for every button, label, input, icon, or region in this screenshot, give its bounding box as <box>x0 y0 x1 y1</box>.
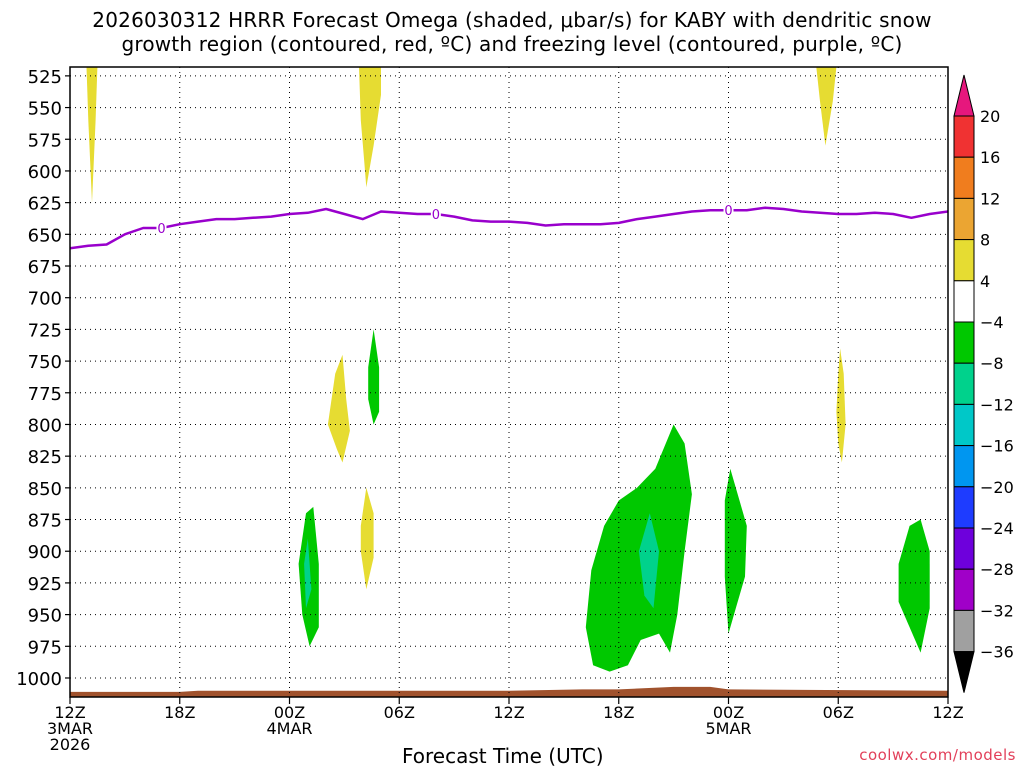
freezing-level-label-bg-0 <box>156 219 167 235</box>
freezing-level-line <box>70 206 948 250</box>
colorbar-bin-11 <box>953 527 975 570</box>
x-tick-label-42-0: 06Z <box>823 703 854 722</box>
omega-region-4 <box>360 487 374 590</box>
colorbar-level-label-2: 12 <box>980 189 1000 208</box>
y-tick-label-600: 600 <box>28 162 62 183</box>
ground-terrain-band <box>70 686 948 697</box>
colorbar-bin-3 <box>953 197 975 241</box>
omega-region-0 <box>86 67 98 203</box>
y-tick-label-875: 875 <box>28 511 62 532</box>
colorbar-bin-12 <box>953 568 975 611</box>
x-tick-label-0-2: 2026 <box>50 735 91 754</box>
colorbar-level-label-11: −28 <box>980 560 1014 579</box>
x-tick-label-24-0: 12Z <box>493 703 524 722</box>
colorbar-level-label-4: 4 <box>980 272 990 291</box>
x-tick-label-12-0: 00Z <box>274 703 305 722</box>
colorbar-bin-2 <box>953 156 975 199</box>
x-tick-label-48-0: 12Z <box>932 703 963 722</box>
y-tick-label-700: 700 <box>28 289 62 310</box>
y-tick-label-975: 975 <box>28 637 62 658</box>
omega-region-12 <box>638 513 659 609</box>
y-tick-label-775: 775 <box>28 384 62 405</box>
site-credit: coolwx.com/models <box>859 746 1016 764</box>
colorbar-bin-6 <box>953 321 975 364</box>
colorbar-bin-bottom-arrow <box>953 651 975 693</box>
chart-title-line2: growth region (contoured, red, ºC) and f… <box>121 32 903 56</box>
colorbar-bin-top-arrow <box>953 74 975 117</box>
y-tick-label-675: 675 <box>28 257 62 278</box>
y-tick-label-575: 575 <box>28 130 62 151</box>
colorbar-level-label-12: −32 <box>980 601 1014 620</box>
colorbar-bin-1 <box>953 115 975 158</box>
y-tick-label-800: 800 <box>28 415 62 436</box>
omega-region-5 <box>836 348 846 463</box>
omega-region-6 <box>368 329 380 425</box>
y-tick-label-825: 825 <box>28 447 62 468</box>
colorbar-level-label-5: −4 <box>980 313 1004 332</box>
y-tick-label-725: 725 <box>28 320 62 341</box>
colorbar-bin-8 <box>953 403 975 447</box>
freezing-level-label-bg-1 <box>430 206 441 222</box>
y-tick-label-625: 625 <box>28 194 62 215</box>
colorbar-bin-10 <box>953 486 975 529</box>
y-tick-label-525: 525 <box>28 67 62 88</box>
y-tick-label-850: 850 <box>28 479 62 500</box>
x-tick-label-18-0: 06Z <box>384 703 415 722</box>
omega-region-1 <box>359 67 381 188</box>
freezing-level-label-0: 0 <box>157 222 165 237</box>
y-tick-label-900: 900 <box>28 542 62 563</box>
colorbar-level-label-10: −24 <box>980 519 1014 538</box>
x-tick-label-0-0: 12Z <box>54 703 85 722</box>
chart-title-line1: 2026030312 HRRR Forecast Omega (shaded, … <box>92 8 932 32</box>
x-tick-label-0-1: 3MAR <box>47 719 93 738</box>
omega-region-3 <box>327 354 350 463</box>
colorbar-bin-9 <box>953 445 975 488</box>
freezing-level-label-bg-2 <box>723 202 734 218</box>
colorbar-level-label-9: −20 <box>980 478 1014 497</box>
y-tick-label-925: 925 <box>28 574 62 595</box>
colorbar-level-label-0: 20 <box>980 107 1000 126</box>
colorbar-bin-13 <box>953 609 975 653</box>
x-axis-label: Forecast Time (UTC) <box>402 744 604 768</box>
colorbar-level-label-7: −12 <box>980 395 1014 414</box>
colorbar-level-label-1: 16 <box>980 148 1000 167</box>
colorbar-bin-7 <box>953 362 975 405</box>
freezing-level-label-1: 0 <box>432 208 440 223</box>
x-tick-label-6-0: 18Z <box>164 703 195 722</box>
y-tick-label-650: 650 <box>28 225 62 246</box>
omega-region-8 <box>585 424 692 672</box>
y-tick-label-1000: 1000 <box>16 669 62 690</box>
x-tick-label-36-0: 00Z <box>713 703 744 722</box>
colorbar-level-label-6: −8 <box>980 354 1004 373</box>
y-tick-label-950: 950 <box>28 606 62 627</box>
y-tick-label-550: 550 <box>28 99 62 120</box>
omega-region-10 <box>898 519 930 653</box>
colorbar-level-label-3: 8 <box>980 231 990 250</box>
colorbar-bin-4 <box>953 239 975 282</box>
colorbar-level-label-13: −36 <box>980 643 1014 662</box>
x-tick-label-30-0: 18Z <box>603 703 634 722</box>
y-tick-label-750: 750 <box>28 352 62 373</box>
omega-region-11 <box>304 538 312 609</box>
colorbar-level-label-8: −16 <box>980 437 1014 456</box>
omega-region-2 <box>816 67 837 146</box>
freezing-level-label-2: 0 <box>724 204 732 219</box>
x-tick-label-36-1: 5MAR <box>705 719 751 738</box>
x-tick-label-12-1: 4MAR <box>266 719 312 738</box>
colorbar-bin-5 <box>953 280 975 323</box>
